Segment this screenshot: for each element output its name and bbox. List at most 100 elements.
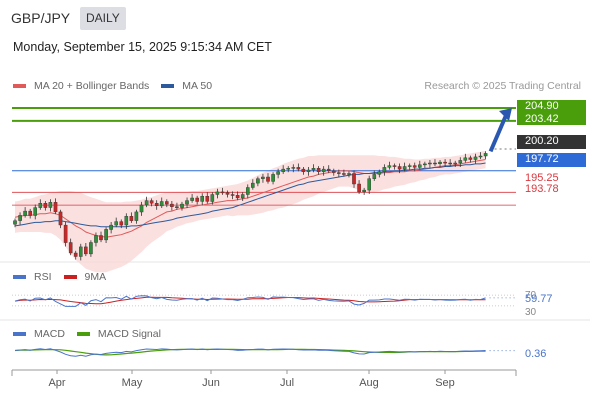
candle-body [48,202,53,208]
level-tag-resistance: 204.90 203.42 [517,100,586,125]
x-tick-label-sep: Sep [435,377,455,389]
legend-label-rsi-ma: 9MA [84,271,107,283]
candle-body [33,207,37,216]
level-pivot-value: 197.72 [525,153,559,165]
candle-body [23,210,27,216]
candle-body [463,157,468,161]
candle-body [397,166,402,170]
candle-body [468,157,473,160]
candle-body [337,172,341,174]
symbol-title: GBP/JPY [11,10,71,26]
rsi-ma-line [14,296,486,305]
candle-body [438,161,442,165]
candle-body [139,204,144,213]
candle-body [412,165,417,168]
candle-body [63,224,68,243]
candle-body [170,203,174,207]
candle-body [428,162,432,165]
candle-body [256,178,260,184]
candle-body [129,216,134,221]
legend-macd: MACD MACD Signal [13,328,161,340]
legend-swatch-macd-signal [76,332,90,336]
candle-body [58,211,63,226]
candle-body [271,174,275,182]
candle-body [144,200,149,206]
rsi-line [14,295,486,307]
level-s1-value: 195.25 [525,172,559,184]
candle-body [382,167,387,172]
candle-body [357,183,361,193]
candle-body [332,170,336,173]
candle-body [38,202,43,208]
x-tick-label-may: May [121,377,143,389]
candle-body [387,165,392,168]
x-tick-label-jun: Jun [202,377,220,389]
candle-body [483,153,488,157]
rsi-lower-label: 30 [525,307,537,318]
candle-body [453,162,458,165]
level-last-value: 200.20 [525,135,559,147]
x-tick-label-jul: Jul [279,377,295,389]
legend-label-ma50: MA 50 [182,80,213,92]
candle-body [418,164,422,168]
candle-body [134,211,139,221]
candle-body [195,197,200,202]
candle-body [362,189,366,193]
candle-body [372,174,377,179]
candle-body [352,173,356,185]
candle-body [433,162,437,165]
candle-body [266,176,270,182]
macd-value: 0.36 [525,348,547,360]
legend-swatch-macd [13,332,26,336]
candle-body [261,176,265,179]
candle-body [215,191,220,195]
candle-body [316,168,321,173]
legend-swatch-rsi [13,275,26,279]
x-tick-label-aug: Aug [359,377,379,389]
forecast-arrow-shaft [488,112,509,153]
candle-body [321,168,326,172]
candle-body [104,229,108,241]
candle-body [94,235,98,243]
candle-body [220,191,225,194]
candle-body [473,156,478,160]
candle-body [276,171,280,175]
period-button[interactable]: DAILY [80,7,126,30]
timestamp: Monday, September 15, 2025 9:15:34 AM CE… [13,40,272,54]
credit-text: Research © 2025 Trading Central [424,80,581,92]
candle-body [78,246,83,257]
candle-body [230,194,235,196]
candle-body [190,197,194,201]
candle-body [180,203,184,208]
legend-label-macd-signal: MACD Signal [97,328,161,340]
level-tag-last: 200.20 [517,135,586,149]
candle-body [423,163,427,166]
candle-body [164,201,169,205]
candle-body [149,200,154,204]
candle-body [347,173,351,175]
legend-label-ma20: MA 20 + Bollinger Bands [34,80,150,92]
rsi-upper-label: 70 [525,290,537,301]
ma20-line [14,159,486,238]
candle-body [18,215,22,221]
candle-body [43,202,48,208]
candle-body [306,169,311,172]
legend-swatch-ma20 [13,84,26,88]
legend-swatch-rsi-ma [63,275,77,279]
level-s2-value: 193.78 [525,183,559,195]
ma50-line [14,162,486,228]
candle-body [286,168,291,170]
candle-body [326,168,331,172]
candle-body [159,201,164,207]
candle-body [392,165,397,167]
candle-body [83,246,88,255]
candle-body [109,224,113,230]
candle-body [114,221,118,226]
candle-body [68,242,73,254]
legend-rsi: RSI 9MA [13,271,106,283]
candle-body [119,221,124,226]
candle-body [185,200,189,205]
candle-body [89,242,93,255]
candle-body [99,235,103,241]
